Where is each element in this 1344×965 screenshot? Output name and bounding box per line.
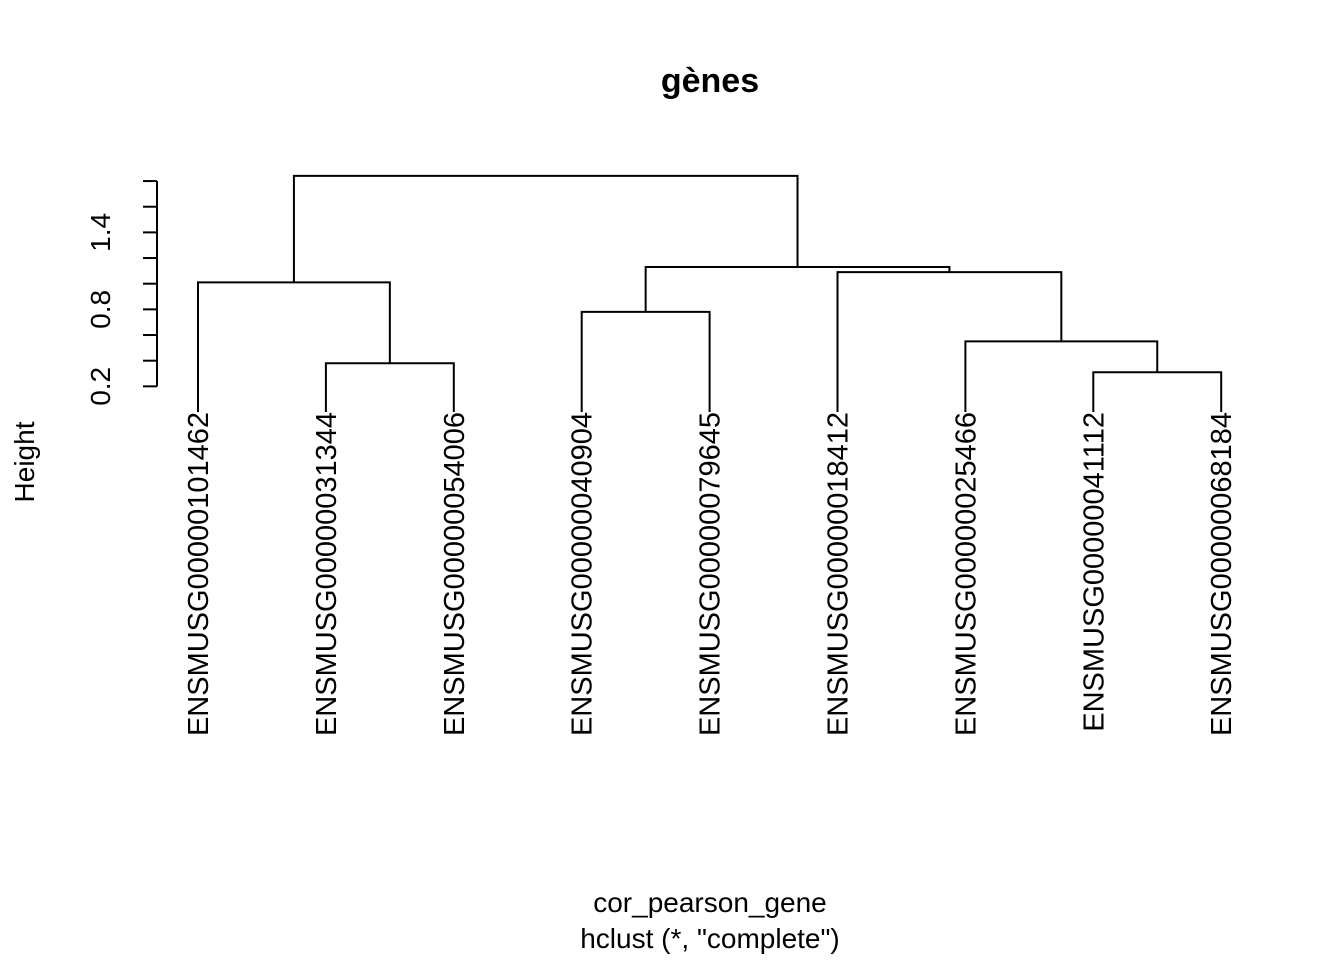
dendrogram-branch (580, 310, 711, 412)
leaf-label: ENSMUSG00000079645 (695, 412, 727, 736)
leaf-label: ENSMUSG00000018412 (823, 412, 855, 736)
dendrogram-branch (1092, 371, 1223, 412)
dendrogram-branch (197, 281, 391, 412)
dendrogram-branch (644, 266, 951, 312)
dendrogram-branch (964, 340, 1159, 412)
leaf-label: ENSMUSG00000041112 (1078, 412, 1110, 732)
leaf-label: ENSMUSG00000068184 (1206, 412, 1238, 736)
dendrogram-branch (292, 174, 799, 283)
dendrogram-branches (197, 174, 1223, 412)
y-tick-label: 1.4 (85, 213, 116, 252)
chart-subtitle: hclust (*, "complete") (580, 923, 840, 954)
leaf-label: ENSMUSG00000031344 (311, 412, 343, 736)
leaf-label: ENSMUSG00000040904 (567, 412, 599, 736)
leaf-label: ENSMUSG00000025466 (950, 412, 982, 736)
y-axis-label: Height (9, 421, 40, 502)
leaf-label: ENSMUSG00000101462 (183, 412, 215, 736)
y-axis: 0.2 0.8 1.4 (85, 180, 158, 406)
x-axis-label: cor_pearson_gene (593, 887, 827, 918)
y-tick-label: 0.2 (85, 367, 116, 406)
leaf-labels: ENSMUSG00000101462 ENSMUSG00000031344 ENSM… (183, 412, 1238, 736)
dendrogram-branch (324, 362, 455, 412)
y-tick-label: 0.8 (85, 290, 116, 329)
leaf-label: ENSMUSG00000054006 (439, 412, 471, 736)
chart-title: gènes (661, 62, 759, 100)
